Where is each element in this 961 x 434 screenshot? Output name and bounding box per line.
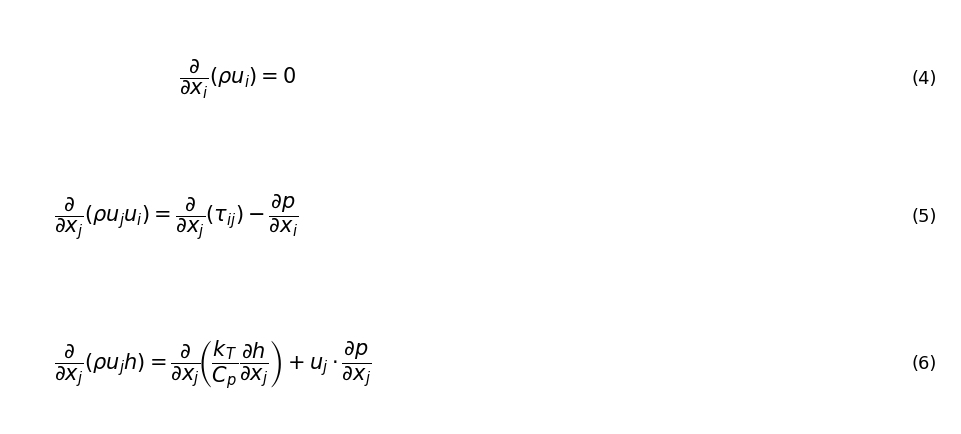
- Text: $\dfrac{\partial}{\partial x_j}(\rho u_j u_i) = \dfrac{\partial}{\partial x_j}(\: $\dfrac{\partial}{\partial x_j}(\rho u_j…: [54, 192, 299, 242]
- Text: $\dfrac{\partial}{\partial x_i}(\rho u_i) = 0$: $\dfrac{\partial}{\partial x_i}(\rho u_i…: [179, 57, 296, 101]
- Text: (4): (4): [910, 70, 936, 88]
- Text: $\dfrac{\partial}{\partial x_j}(\rho u_j h) = \dfrac{\partial}{\partial x_j}\!\l: $\dfrac{\partial}{\partial x_j}(\rho u_j…: [54, 337, 372, 390]
- Text: (6): (6): [910, 355, 936, 373]
- Text: (5): (5): [910, 208, 936, 226]
